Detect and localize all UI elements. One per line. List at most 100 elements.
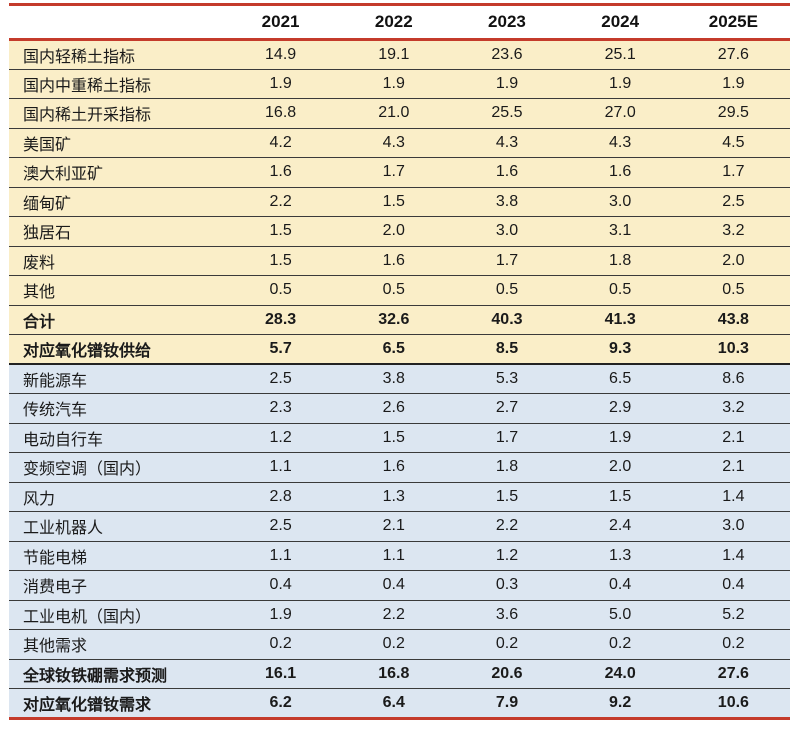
value-cell: 1.8 (609, 251, 632, 269)
value-cell: 1.8 (495, 458, 519, 476)
row-label: 传统汽车 (23, 402, 88, 420)
value-cell: 5.2 (722, 605, 745, 623)
row-label: 废料 (23, 254, 56, 272)
value-cell: 0.4 (609, 576, 632, 594)
row-label: 国内轻稀土指标 (23, 48, 136, 66)
value-cell: 10.6 (717, 693, 749, 711)
value-cell: 3.8 (495, 192, 519, 210)
column-header-year: 2024 (601, 12, 640, 31)
value-cell: 25.5 (491, 104, 523, 122)
table-row: 消费电子 0.4 0.4 0.3 0.4 0.4 (9, 570, 790, 600)
rare-earth-supply-demand-report: 2021 2022 2023 2024 2025E 国内轻稀土指标 14.9 19.1 23.… (9, 3, 790, 720)
table-row: 澳大利亚矿 1.6 1.7 1.6 1.6 1.7 (9, 157, 790, 187)
value-cell: 6.5 (382, 340, 405, 357)
value-cell: 1.9 (609, 74, 632, 92)
value-cell: 0.4 (382, 576, 405, 594)
value-cell: 3.2 (722, 222, 745, 240)
corner-cell (9, 5, 224, 40)
value-cell: 1.6 (382, 251, 405, 269)
value-cell: 1.3 (382, 487, 405, 505)
value-cell: 1.6 (495, 163, 519, 181)
value-cell: 2.8 (269, 487, 292, 505)
value-cell: 0.4 (722, 576, 745, 594)
column-header-year: 2021 (261, 12, 300, 31)
table-row: 风力 2.8 1.3 1.5 1.5 1.4 (9, 482, 790, 512)
row-label: 其他 (23, 284, 56, 302)
value-cell: 19.1 (378, 45, 410, 63)
table-row: 其他 0.5 0.5 0.5 0.5 0.5 (9, 275, 790, 305)
value-cell: 27.0 (604, 104, 636, 122)
value-cell: 1.5 (269, 222, 292, 240)
value-cell: 2.5 (722, 192, 745, 210)
row-label: 独居石 (23, 225, 72, 243)
row-label: 全球钕铁硼需求预测 (23, 667, 168, 685)
value-cell: 7.9 (495, 693, 519, 711)
row-label: 澳大利亚矿 (23, 166, 104, 184)
value-cell: 27.6 (717, 45, 749, 63)
value-cell: 0.3 (495, 576, 519, 594)
value-cell: 2.2 (495, 517, 519, 535)
value-cell: 1.7 (495, 428, 519, 446)
value-cell: 0.5 (269, 281, 292, 299)
value-cell: 0.2 (495, 635, 519, 653)
table-row: 全球钕铁硼需求预测 16.1 16.8 20.6 24.0 27.6 (9, 659, 790, 689)
value-cell: 3.1 (609, 222, 632, 240)
value-cell: 5.7 (269, 340, 292, 357)
row-label: 新能源车 (23, 373, 88, 390)
value-cell: 6.4 (382, 693, 405, 711)
value-cell: 1.6 (269, 163, 292, 181)
value-cell: 4.5 (722, 133, 745, 151)
row-label: 美国矿 (23, 136, 72, 154)
value-cell: 2.0 (382, 222, 405, 240)
value-cell: 24.0 (604, 664, 636, 682)
value-cell: 1.9 (382, 74, 405, 92)
value-cell: 4.3 (609, 133, 632, 151)
table-row: 独居石 1.5 2.0 3.0 3.1 3.2 (9, 216, 790, 246)
table-row: 新能源车 2.5 3.8 5.3 6.5 8.6 (9, 364, 790, 394)
value-cell: 0.5 (609, 281, 632, 299)
value-cell: 1.3 (609, 546, 632, 564)
value-cell: 3.0 (609, 192, 632, 210)
rare-earth-supply-demand-table: 2021 2022 2023 2024 2025E 国内轻稀土指标 14.9 19.1 23.… (9, 3, 790, 720)
row-label: 合计 (23, 313, 56, 331)
value-cell: 20.6 (491, 664, 523, 682)
table-row: 电动自行车 1.2 1.5 1.7 1.9 2.1 (9, 423, 790, 453)
value-cell: 1.5 (609, 487, 632, 505)
table-row: 变频空调（国内） 1.1 1.6 1.8 2.0 2.1 (9, 452, 790, 482)
value-cell: 16.1 (265, 664, 297, 682)
value-cell: 1.5 (495, 487, 519, 505)
row-label: 工业机器人 (23, 520, 104, 538)
table-row: 其他需求 0.2 0.2 0.2 0.2 0.2 (9, 629, 790, 659)
value-cell: 1.5 (269, 251, 292, 269)
value-cell: 0.2 (269, 635, 292, 653)
row-label: 对应氧化镨钕需求 (23, 696, 152, 714)
value-cell: 21.0 (378, 104, 410, 122)
column-header-year: 2023 (488, 12, 526, 31)
value-cell: 8.6 (722, 370, 745, 387)
row-label: 风力 (23, 490, 56, 508)
table-row: 节能电梯 1.1 1.1 1.2 1.3 1.4 (9, 541, 790, 571)
row-label: 电动自行车 (23, 431, 104, 449)
value-cell: 5.3 (495, 370, 519, 387)
value-cell: 0.5 (495, 281, 519, 299)
table-row: 国内稀土开采指标 16.8 21.0 25.5 27.0 29.5 (9, 98, 790, 128)
value-cell: 2.1 (722, 458, 745, 476)
table-row: 美国矿 4.2 4.3 4.3 4.3 4.5 (9, 128, 790, 158)
table-body: 国内轻稀土指标 14.9 19.1 23.6 25.1 27.6 国内中重稀土指标 1.9 1.… (9, 39, 790, 718)
value-cell: 23.6 (491, 45, 523, 63)
row-label: 消费电子 (23, 579, 88, 597)
value-cell: 2.7 (495, 399, 519, 417)
value-cell: 2.5 (269, 370, 292, 387)
value-cell: 1.7 (722, 163, 745, 181)
value-cell: 3.0 (495, 222, 519, 240)
value-cell: 2.4 (609, 517, 632, 535)
table-header: 2021 2022 2023 2024 2025E (9, 4, 790, 40)
value-cell: 0.2 (609, 635, 632, 653)
table-row: 缅甸矿 2.2 1.5 3.8 3.0 2.5 (9, 187, 790, 217)
row-label: 工业电机（国内） (23, 608, 152, 626)
value-cell: 2.0 (609, 458, 632, 476)
value-cell: 1.9 (609, 428, 632, 446)
value-cell: 1.6 (609, 163, 632, 181)
value-cell: 16.8 (265, 104, 297, 122)
value-cell: 1.7 (495, 251, 519, 269)
